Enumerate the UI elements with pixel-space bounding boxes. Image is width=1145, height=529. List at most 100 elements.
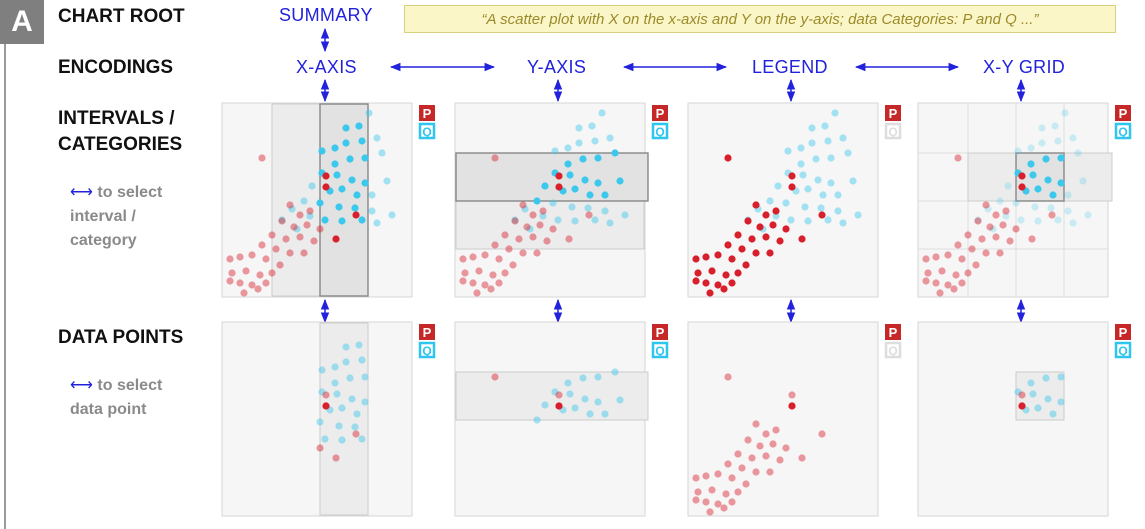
data-point-q	[1084, 211, 1092, 219]
data-point-q	[1049, 410, 1057, 418]
data-point-p	[509, 261, 517, 269]
data-point-q	[353, 410, 361, 418]
data-point-q	[797, 160, 805, 168]
data-point-q	[358, 356, 366, 364]
data-point-q	[575, 139, 583, 147]
data-point-p	[692, 474, 700, 482]
data-point-q	[606, 219, 614, 227]
node-x-axis[interactable]: X-AXIS	[296, 57, 357, 77]
data-point-q	[564, 144, 572, 152]
data-point-p	[769, 440, 777, 448]
data-point-q	[819, 191, 827, 199]
panel-letter: A	[0, 0, 44, 44]
legend-badge-q	[651, 341, 669, 359]
data-point-p	[724, 154, 732, 162]
data-point-p	[752, 468, 760, 476]
data-point-p	[766, 249, 774, 257]
data-point-p	[728, 474, 736, 482]
data-point-q	[817, 204, 825, 212]
data-point-p	[461, 269, 469, 277]
legend-badges-4: PQ	[1114, 105, 1132, 140]
data-point-p	[798, 454, 806, 462]
data-point-q	[804, 217, 812, 225]
selected-data-point	[555, 402, 563, 410]
data-point-q	[346, 374, 354, 382]
data-point-q	[801, 203, 809, 211]
data-point-p	[772, 426, 780, 434]
data-point-p	[487, 285, 495, 293]
legend-badge-p-label: P	[1119, 325, 1128, 340]
data-point-p	[481, 251, 489, 259]
data-point-q	[564, 160, 572, 168]
node-summary[interactable]: SUMMARY	[279, 5, 373, 25]
data-point-p	[714, 470, 722, 478]
data-point-p	[936, 289, 944, 297]
data-point-p	[286, 249, 294, 257]
data-point-p	[974, 217, 982, 225]
data-point-q	[348, 395, 356, 403]
data-point-p	[714, 281, 722, 289]
data-point-q	[335, 203, 343, 211]
data-point-p	[922, 277, 930, 285]
data-point-p	[268, 231, 276, 239]
hint-interval-line-2: interval /	[70, 208, 136, 225]
data-point-q	[511, 216, 519, 224]
node-y-axis[interactable]: Y-AXIS	[527, 57, 587, 77]
node-xy-grid[interactable]: X-Y GRID	[983, 57, 1066, 77]
data-point-p	[495, 255, 503, 263]
data-point-p	[459, 277, 467, 285]
selected-data-point	[322, 402, 330, 410]
data-point-p	[549, 225, 557, 233]
data-point-p	[286, 201, 294, 209]
data-point-q	[321, 216, 329, 224]
data-point-p	[714, 500, 722, 508]
y-interval-selected	[455, 152, 649, 202]
node-legend[interactable]: LEGEND	[752, 57, 828, 77]
y-interval-context	[455, 371, 649, 421]
data-point-q	[541, 401, 549, 409]
data-point-q	[594, 179, 602, 187]
data-point-p	[228, 269, 236, 277]
data-point-p	[932, 253, 940, 261]
data-point-p	[539, 207, 547, 215]
data-point-p	[248, 281, 256, 289]
data-point-p	[932, 279, 940, 287]
data-point-q	[1029, 390, 1037, 398]
data-point-p	[964, 231, 972, 239]
row-label-data-points: DATA POINTS	[58, 327, 184, 348]
data-point-q	[331, 144, 339, 152]
data-point-q	[333, 171, 341, 179]
data-point-p	[724, 460, 732, 468]
data-point-p	[702, 253, 710, 261]
data-point-q	[772, 212, 780, 220]
data-point-p	[240, 289, 248, 297]
data-point-p	[756, 442, 764, 450]
left-divider	[4, 44, 6, 529]
data-point-q	[321, 435, 329, 443]
point-panel-4	[917, 321, 1109, 517]
data-point-q	[368, 191, 376, 199]
data-point-p	[742, 261, 750, 269]
data-point-q	[358, 216, 366, 224]
data-point-p	[952, 271, 960, 279]
legend-badge-q	[884, 341, 902, 359]
data-point-p	[728, 279, 736, 287]
data-point-q	[526, 225, 534, 233]
data-point-q	[1034, 217, 1042, 225]
data-point-q	[293, 225, 301, 233]
data-point-q	[521, 205, 529, 213]
hint-point-line-1: ⟷ to select	[70, 377, 163, 394]
data-point-p	[226, 255, 234, 263]
point-panel-1	[221, 321, 413, 517]
data-point-p	[694, 269, 702, 277]
data-point-p	[762, 233, 770, 241]
data-point-q	[844, 149, 852, 157]
data-point-p-highlight	[1018, 183, 1026, 191]
row-label-intervals: INTERVALS /	[58, 108, 175, 129]
legend-badge-p	[885, 324, 901, 340]
data-point-q	[1054, 137, 1062, 145]
data-point-q	[338, 217, 346, 225]
data-point-q	[335, 422, 343, 430]
data-point-p	[316, 444, 324, 452]
data-point-p	[968, 245, 976, 253]
